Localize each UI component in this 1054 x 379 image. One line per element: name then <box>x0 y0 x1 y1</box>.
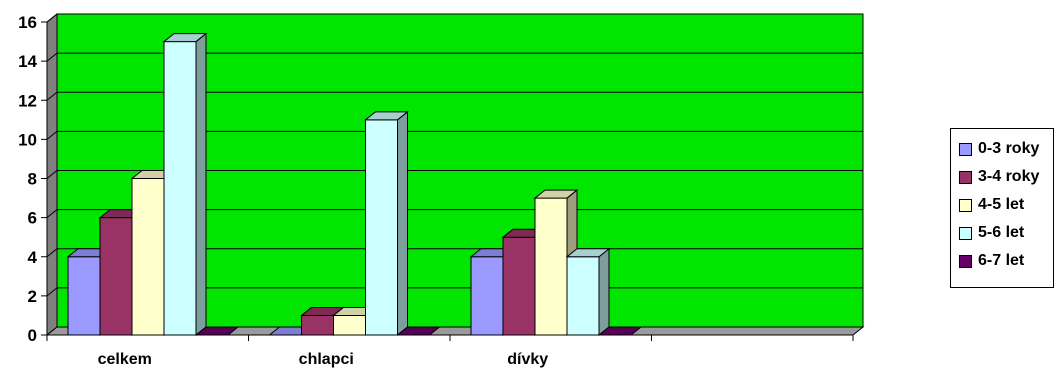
y-tick-label: 12 <box>18 91 37 110</box>
legend-item: 4-5 let <box>959 195 1024 215</box>
legend-item: 6-7 let <box>959 251 1024 271</box>
y-tick-label: 10 <box>18 130 37 149</box>
y-tick-label: 14 <box>18 52 37 71</box>
legend-swatch <box>959 170 972 184</box>
gridline <box>46 13 863 23</box>
y-tick-label: 4 <box>28 248 38 267</box>
x-tick-label: dívky <box>507 351 548 368</box>
legend-swatch <box>959 254 972 268</box>
bar-top <box>396 326 441 336</box>
bar <box>67 256 101 336</box>
bar-top <box>565 248 611 258</box>
gridline <box>46 91 863 101</box>
legend-item: 3-4 roky <box>959 167 1039 187</box>
x-tick-label: celkem <box>98 351 152 368</box>
legend-label: 0-3 roky <box>978 140 1040 157</box>
bar <box>301 314 334 336</box>
bar-top <box>364 111 409 121</box>
bar <box>99 217 133 336</box>
bar <box>534 197 568 336</box>
legend-swatch <box>959 198 972 212</box>
gridline <box>46 130 863 140</box>
bar-top <box>533 189 579 199</box>
legend-label: 3-4 roky <box>978 168 1040 185</box>
x-tick-label: chlapci <box>299 351 354 368</box>
y-tick-label: 6 <box>28 209 37 228</box>
legend-label: 6-7 let <box>978 252 1025 269</box>
y-tick-label: 2 <box>28 287 37 306</box>
bar <box>470 256 504 336</box>
bar-top <box>194 326 240 336</box>
bar <box>333 314 366 336</box>
bar <box>163 41 197 336</box>
bar-top <box>597 326 643 336</box>
y-tick-label: 16 <box>18 13 37 32</box>
legend-label: 5-6 let <box>978 224 1025 241</box>
bar-side <box>397 110 408 337</box>
y-tick-label: 0 <box>28 326 37 345</box>
legend-item: 0-3 roky <box>959 139 1039 159</box>
gridline <box>46 209 863 219</box>
legend-item: 5-6 let <box>959 223 1024 243</box>
bar <box>502 236 536 336</box>
y-tick-label: 8 <box>28 170 37 189</box>
legend-swatch <box>959 142 972 156</box>
legend-label: 4-5 let <box>978 196 1025 213</box>
gridline <box>46 170 863 179</box>
bar-side <box>195 32 207 337</box>
bar <box>131 178 165 336</box>
legend-swatch <box>959 226 972 240</box>
bar <box>566 256 600 336</box>
legend: 0-3 roky 3-4 roky 4-5 let 5-6 let 6-7 let <box>950 128 1054 288</box>
bar <box>365 119 398 336</box>
bar-side <box>598 247 610 337</box>
gridline <box>46 52 863 62</box>
bar-top <box>162 33 208 43</box>
